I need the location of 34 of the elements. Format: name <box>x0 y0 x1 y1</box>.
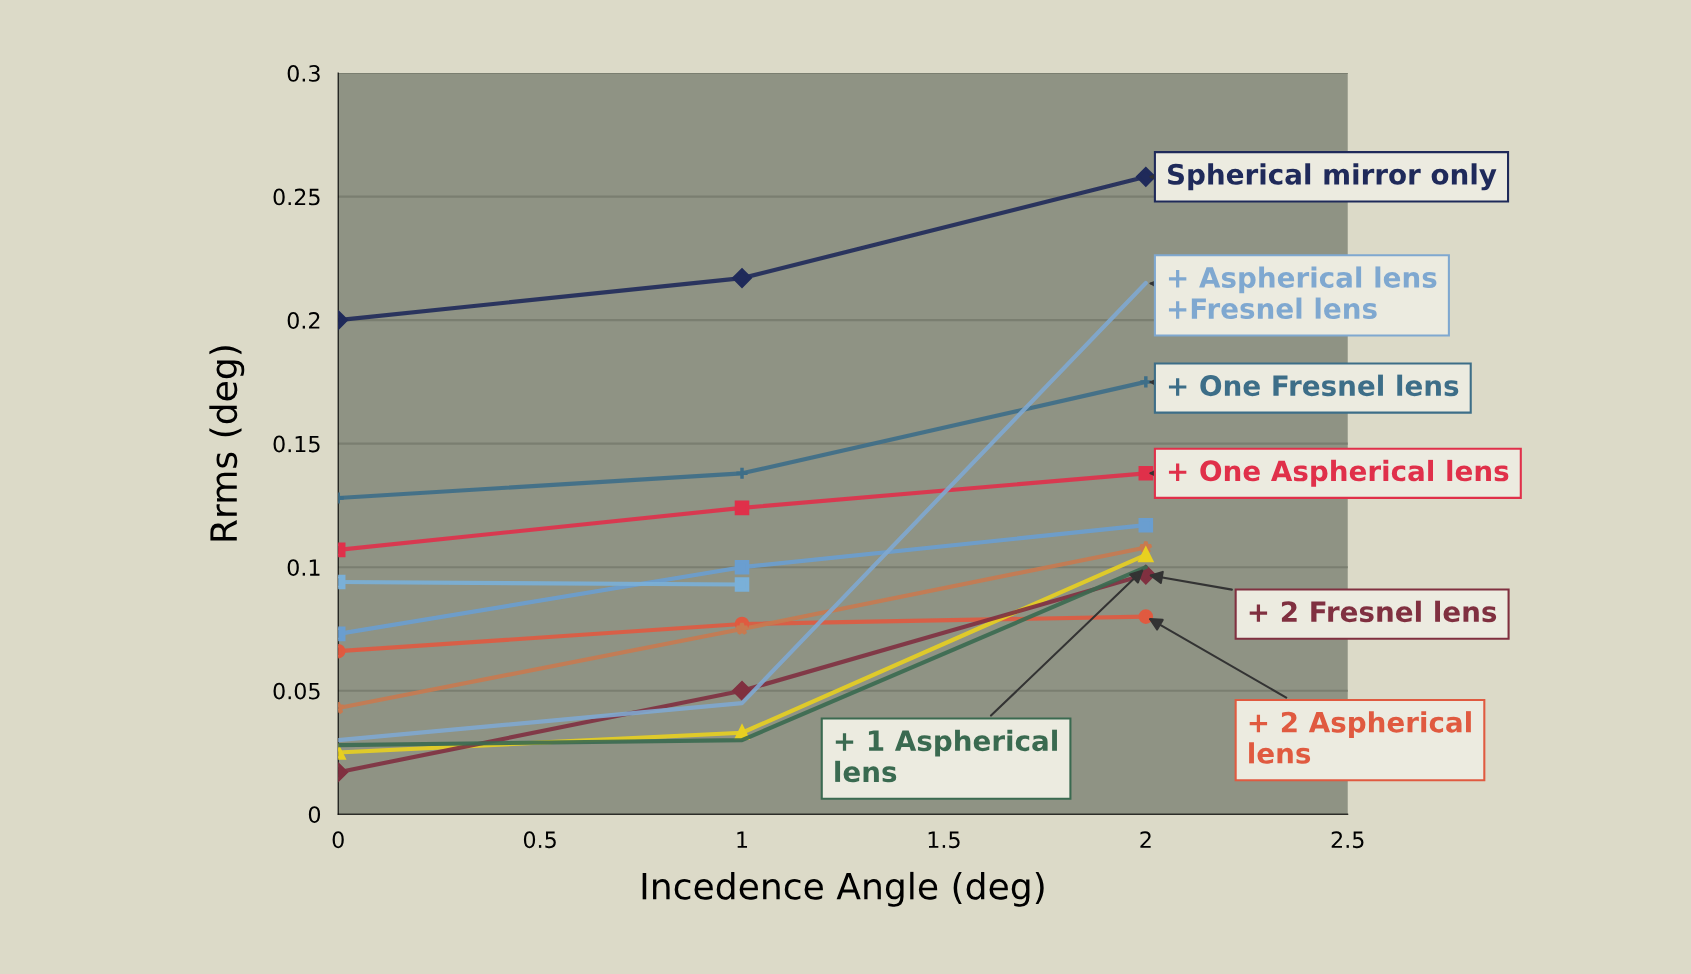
point <box>1137 545 1154 563</box>
series-label: + 1 Aspherical lens <box>835 729 1057 783</box>
x-tick-label: 2 <box>1140 831 1151 848</box>
series-label: + One Fresnel lens <box>1168 374 1459 397</box>
point <box>1136 167 1156 187</box>
point <box>734 621 750 636</box>
y-tick-label: 0 <box>308 806 321 824</box>
text: + 2 Fresnel lens <box>1249 600 1497 623</box>
x-tick-label: 2.5 <box>1331 831 1364 849</box>
x-axis-title: Incedence Angle (deg) <box>642 871 1044 907</box>
point <box>732 268 752 288</box>
point <box>732 681 752 701</box>
point <box>734 500 750 516</box>
point <box>1138 609 1154 624</box>
x-tick-label: 1 <box>737 831 748 848</box>
series-label: + Aspherical lens +Fresnel lens <box>1168 266 1437 320</box>
y-tick-label: 0.2 <box>287 312 320 329</box>
point <box>1138 374 1154 390</box>
point <box>1138 517 1154 533</box>
y-tick-label: 0.05 <box>273 682 320 700</box>
point <box>734 466 750 481</box>
x-tick-label: 0 <box>332 831 344 849</box>
point <box>734 559 750 575</box>
x-tick-label: 0.5 <box>523 831 556 849</box>
y-tick-label: 0.3 <box>287 65 320 82</box>
y-tick-label: 0.15 <box>273 435 320 453</box>
y-tick-label: 0.1 <box>287 559 320 576</box>
y-tick-label: 0.25 <box>273 188 320 206</box>
y-axis-title: Rrms (deg) <box>209 346 245 541</box>
series-label: + One Aspherical lens <box>1168 459 1509 487</box>
text: + 2 Aspherical lens <box>1249 711 1471 764</box>
point <box>1138 466 1154 481</box>
x-tick-label: 1.5 <box>928 831 960 849</box>
series-label: Spherical mirror only <box>1168 163 1497 191</box>
